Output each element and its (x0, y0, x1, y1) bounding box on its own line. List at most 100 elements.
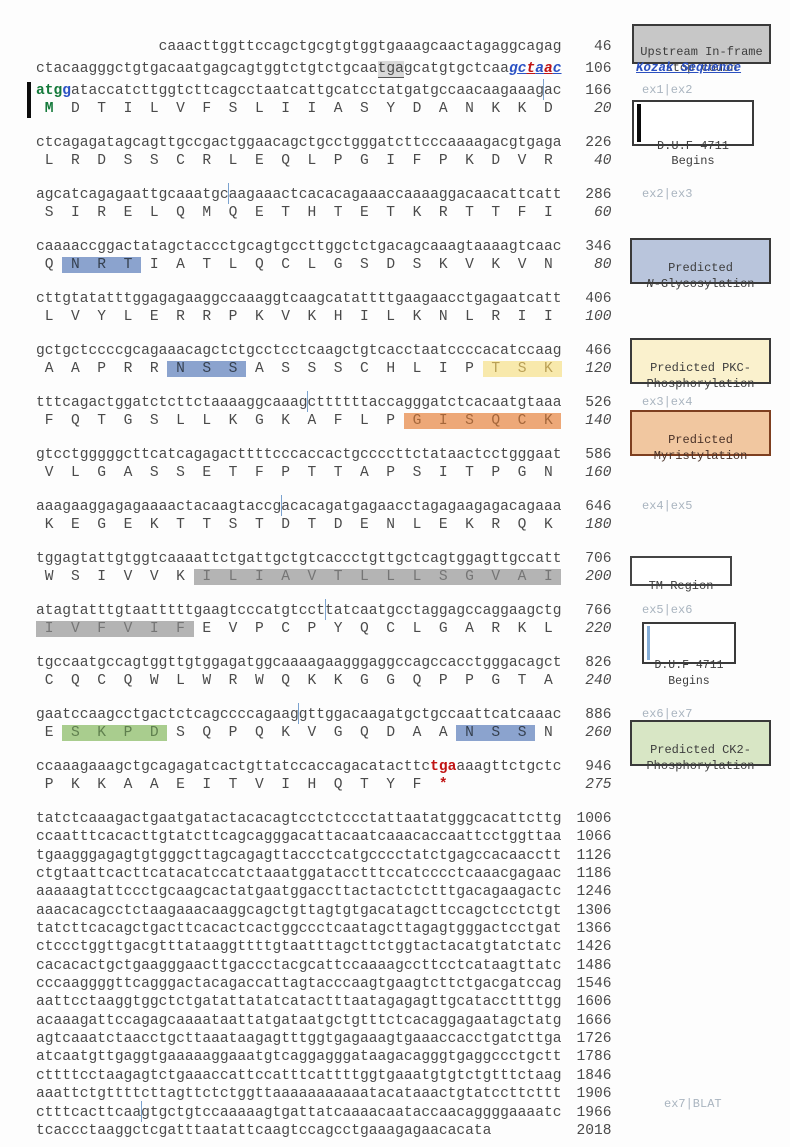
position-number: 1846 (576, 1067, 612, 1084)
protein-row-220: I V F V I F E V P C P Y Q C L G A R K L … (36, 620, 612, 638)
sequence-segment: tcaccctaaggctcgatttaatattcaagtccagcctgaa… (36, 1122, 562, 1139)
protein-row-240: C Q C Q W L W R W Q K K G G Q P P G T A … (36, 672, 612, 690)
sequence-segment: gtcctgggggcttcatcagagacttttcccaccactgccc… (36, 447, 562, 463)
sequence-segment: M (36, 101, 63, 117)
exon-boundary-label-ex5-ex6: ex5|ex6 (642, 603, 693, 617)
sequence-segment: I L I A V T L L L S G V A I (193, 569, 562, 585)
nglyc-label-rest: -Glycosylation (653, 276, 755, 291)
nglyc-label-n: N (646, 276, 654, 291)
sequence-segment: gaatccaagcctgactctcagccccagaag (36, 707, 299, 723)
exon-boundary-label-ex2-ex3: ex2|ex3 (642, 187, 693, 201)
duf-4711-begins-box-1: D.U.F 4711 Begins (632, 100, 754, 168)
sequence-segment: agcatcagagaattgcaaatgc (36, 187, 229, 203)
position-number: 826 (585, 655, 612, 671)
sequence-segment: ac (543, 83, 562, 99)
sequence-segment: gttggacaagatgctgccaattcatcaaac (298, 707, 562, 723)
exon-boundary-label-ex1-ex2: ex1|ex2 (642, 83, 693, 97)
sequence-segment: g (62, 83, 72, 99)
position-number: 1666 (576, 1012, 612, 1029)
sequence-segment: tggagtattgtggtcaaaattctgattgctgtcaccctgt… (36, 551, 562, 567)
dna-row-646: aaagaaggagagaaaactacaagtaccgacacagatgaga… (36, 495, 612, 516)
position-number: 1366 (576, 921, 612, 938)
sequence-segment: a (544, 61, 553, 77)
dna-row-886: gaatccaagcctgactctcagccccagaaggttggacaag… (36, 703, 612, 724)
position-number: 140 (585, 413, 612, 429)
sequence-segment: ctttcacttcaa (36, 1104, 142, 1121)
sequence-segment: S K P D (62, 725, 168, 741)
sequence-segment: L R D S S C R L E Q L P G I F P K D V R (36, 153, 562, 169)
position-number: 1726 (576, 1031, 612, 1048)
dna-row-1786: atcaatgttgaggtgaaaaaggaaatgtcaggagggataa… (36, 1048, 612, 1066)
position-number: 220 (585, 621, 612, 637)
sequence-segment: caaacttggttccagctgcgtgtggtgaaagcaactagag… (36, 39, 562, 55)
dna-row-946: ccaaagaaagctgcagagatcactgttatccaccagacat… (36, 758, 612, 776)
protein-row-180: K E G E K T T S T D T D E N L E K R Q K … (36, 516, 612, 534)
sequence-segment: cttttttaccagggatctcacaatgtaaa (307, 395, 562, 411)
position-number: 106 (585, 61, 612, 77)
sequence-segment: A A P R R (36, 361, 168, 377)
position-number: 526 (585, 395, 612, 411)
nglyc-label-line1: Predicted (668, 260, 733, 275)
sequence-segment: c (517, 61, 527, 77)
duf-4711-label-1: D.U.F 4711 Begins (656, 138, 729, 169)
dna-row-826: tgccaatgccagtggttgtggagatggcaaaagaagggag… (36, 654, 612, 672)
exon-boundary-label-ex7-blat: ex7|BLAT (664, 1097, 722, 1111)
position-number: 1786 (576, 1049, 612, 1066)
sequence-segment: cacacactgctgaagggaacttgaccctacgcattccaaa… (36, 957, 562, 974)
pkc-label: Predicted PKC- Phosphorylation (646, 360, 755, 391)
dna-row-1066: ccaatttcacacttgtatcttcagcagggacattacaatc… (36, 828, 612, 846)
sequence-segment: ataccatcttggtcttcagcctaatcattgcatcctatga… (71, 83, 544, 99)
dna-row-1606: aattcctaaggtggctctgatattatatcatactttaata… (36, 993, 612, 1011)
position-number: 80 (593, 257, 612, 273)
position-number: 1306 (576, 902, 612, 919)
sequence-segment: ctacaagggctgtgacaatgagcagtggtctgtctgcaa (36, 61, 378, 77)
sequence-segment: a (535, 61, 544, 77)
sequence-segment: tttcagactggatctcttctaaaaggcaaag (36, 395, 308, 411)
dna-row-1186: ctgtaattcacttcatacatccatctaaatggataccttt… (36, 865, 612, 883)
position-number: 1186 (576, 866, 612, 883)
sequence-segment: aaacacagcctctaagaaacaaggcagctgttagtgtgac… (36, 902, 562, 919)
sequence-segment: P K K A A E I T V I H Q T Y F (36, 777, 431, 793)
position-number: 200 (585, 569, 612, 585)
sequence-segment: Q (36, 257, 63, 273)
sequence-segment: F Q T G S L L K G K A F L P (36, 413, 404, 429)
position-number: 240 (585, 673, 612, 689)
sequence-segment: ctcagagatagcagttgccgactggaacagctgcctggga… (36, 135, 562, 151)
position-number: 120 (585, 361, 612, 377)
sequence-segment: N S S (456, 725, 536, 741)
dna-row-766: atagtatttgtaatttttgaagtcccatgtccttatcaat… (36, 599, 612, 620)
dna-row-1966: ctttcacttcaagtgctgtccaaaaagtgattatcaaaac… (36, 1100, 612, 1122)
dna-row-1246: aaaaagtattccctgcaagcactatgaatggaccttacta… (36, 883, 612, 901)
sequence-segment: gctgctccccgcagaaacagctctgcctcctcaagctgtc… (36, 343, 562, 359)
upstream-stop-codon-box: Upstream In-frame stop codon (632, 24, 771, 75)
sequence-segment: ctccctggttgacgtttataaggttttgtaatttagcttc… (36, 939, 562, 956)
sequence-segment: ccaaagaaagctgcagagatcactgttatccaccagacat… (36, 759, 431, 775)
position-number: 1906 (576, 1086, 612, 1103)
position-number: 1546 (576, 976, 612, 993)
myristylation-label: Predicted Myristylation (653, 432, 748, 463)
sequence-segment: atagtatttgtaatttttgaagtcccatgtcct (36, 603, 326, 619)
sequence-segment: tatctcaaagactgaatgatactacacagtcctctcccta… (36, 811, 562, 827)
position-number: 286 (585, 187, 612, 203)
sequence-segment: tga (430, 759, 457, 775)
sequence-segment: W S I V V K (36, 569, 194, 585)
dna-row-586: gtcctgggggcttcatcagagacttttcccaccactgccc… (36, 446, 612, 464)
sequence-segment: cttttcctaagagtctgaaaccattccatttcattttggt… (36, 1067, 562, 1084)
kozak-sequence-label: Kozak Sequence (636, 61, 742, 75)
position-number: 1966 (576, 1104, 612, 1121)
dna-row-1546: cccaaggggttcagggactacagaccattagtacccaagt… (36, 975, 612, 993)
position-number: 466 (585, 343, 612, 359)
sequence-segment: caaaaccggactatagctaccctgcagtgccttggctctg… (36, 239, 562, 255)
sequence-segment: tga (377, 61, 404, 78)
position-number: 166 (585, 83, 612, 99)
duf-4711-start-bar (27, 82, 31, 118)
protein-row-100: L V Y L E R R P K V K H I L K N L R I I … (36, 308, 612, 326)
sequence-segment: S Q P Q K V G Q D A A (167, 725, 457, 741)
duf-4711-label-2: D.U.F 4711 Begins (654, 659, 724, 688)
position-number: 46 (593, 39, 612, 55)
position-number: 100 (585, 309, 612, 325)
position-number: 1126 (576, 847, 612, 864)
dna-row-226: ctcagagatagcagttgccgactggaacagctgcctggga… (36, 134, 612, 152)
position-number: 946 (585, 759, 612, 775)
